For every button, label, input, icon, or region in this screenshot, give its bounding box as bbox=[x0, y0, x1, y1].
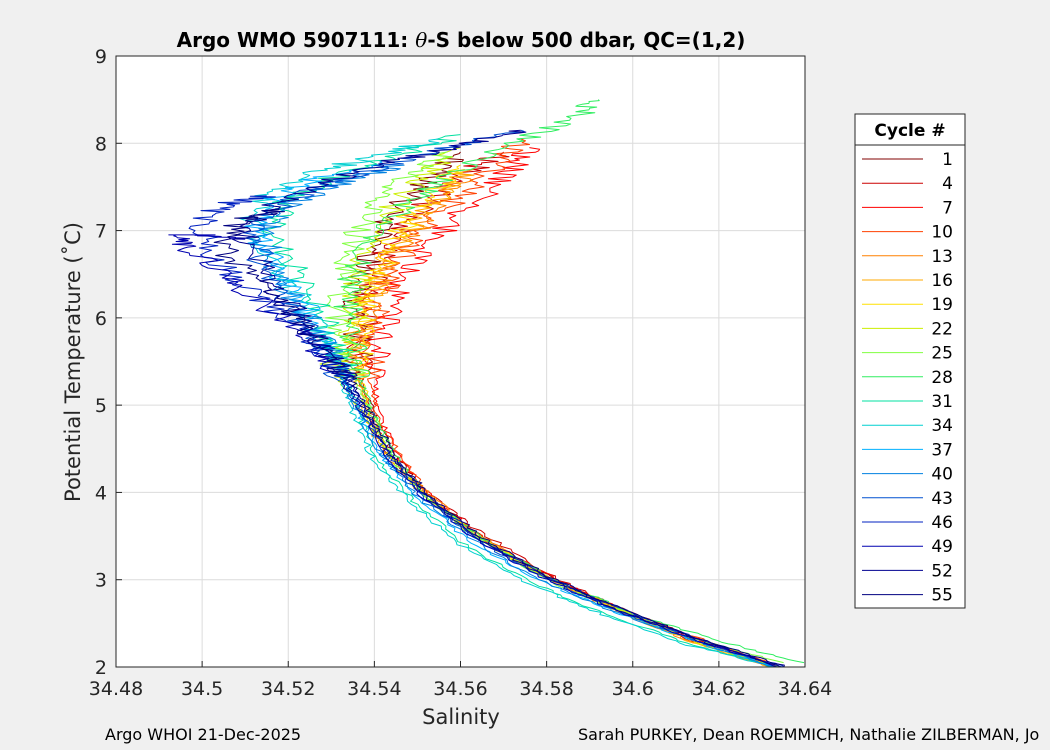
legend-label: 25 bbox=[931, 344, 953, 364]
y-tick-label: 8 bbox=[95, 133, 107, 155]
x-tick-label: 34.52 bbox=[261, 678, 315, 700]
legend-label: 1 bbox=[942, 150, 953, 170]
x-tick-label: 34.54 bbox=[347, 678, 401, 700]
legend-label: 19 bbox=[931, 295, 953, 315]
legend-label: 7 bbox=[942, 198, 953, 218]
y-tick-label: 6 bbox=[95, 308, 107, 330]
legend-box bbox=[854, 113, 966, 609]
x-axis-label: Salinity bbox=[422, 705, 500, 729]
title-prefix: Argo WMO 5907111: bbox=[177, 28, 416, 52]
legend-label: 4 bbox=[942, 174, 953, 194]
legend-label: 37 bbox=[931, 440, 953, 460]
y-tick-label: 5 bbox=[95, 395, 107, 417]
x-tick-label: 34.62 bbox=[692, 678, 746, 700]
legend-label: 31 bbox=[931, 392, 953, 412]
legend-label: 49 bbox=[931, 537, 953, 557]
legend-items: 1 4 7 10 13 16 19 22 25 28 31 34 37 40 43 46 49 52 55 bbox=[862, 150, 953, 606]
series-line-cycle-55 bbox=[213, 208, 785, 668]
title-theta: θ bbox=[415, 28, 427, 52]
footer-left: Argo WHOI 21-Dec-2025 bbox=[105, 725, 302, 744]
y-axis-label: Potential Temperature (˚C) bbox=[61, 222, 85, 502]
legend-title: Cycle # bbox=[874, 121, 945, 141]
y-tick-label: 2 bbox=[95, 657, 107, 679]
legend-label: 52 bbox=[931, 561, 953, 581]
y-tick-label: 7 bbox=[95, 221, 107, 243]
legend-label: 46 bbox=[931, 513, 953, 533]
legend-label: 16 bbox=[931, 271, 953, 291]
legend-label: 55 bbox=[931, 586, 953, 606]
legend-label: 10 bbox=[931, 223, 953, 243]
y-tick-label: 9 bbox=[95, 46, 107, 68]
y-tick-label: 4 bbox=[95, 482, 107, 504]
footer-right: Sarah PURKEY, Dean ROEMMICH, Nathalie ZI… bbox=[578, 725, 1040, 744]
data-lines bbox=[168, 99, 805, 668]
series-line-cycle-34 bbox=[238, 138, 772, 668]
title-suffix: -S below 500 dbar, QC=(1,2) bbox=[427, 28, 745, 52]
x-tick-label: 34.6 bbox=[612, 678, 654, 700]
chart-title: Argo WMO 5907111: θ-S below 500 dbar, QC… bbox=[177, 28, 746, 52]
x-tick-label: 34.5 bbox=[181, 678, 223, 700]
legend-label: 40 bbox=[931, 465, 953, 485]
series-line-cycle-49 bbox=[168, 234, 777, 668]
legend-label: 22 bbox=[931, 319, 953, 339]
legend-label: 13 bbox=[931, 247, 953, 267]
x-tick-label: 34.48 bbox=[89, 678, 143, 700]
y-tick-label: 3 bbox=[95, 570, 107, 592]
x-tick-label: 34.64 bbox=[778, 678, 832, 700]
legend: Cycle # 1 4 7 10 13 16 19 22 25 28 31 34 37 40 43 46 49 5… bbox=[854, 113, 966, 609]
series-line-cycle-40 bbox=[252, 164, 778, 668]
x-tick-label: 34.56 bbox=[433, 678, 487, 700]
axis-ticks: 34.48 34.5 34.52 34.54 34.56 34.58 34.6 34.62 34… bbox=[89, 46, 832, 700]
legend-label: 34 bbox=[931, 416, 953, 436]
legend-label: 43 bbox=[931, 489, 953, 509]
legend-label: 28 bbox=[931, 368, 953, 388]
x-tick-label: 34.58 bbox=[519, 678, 573, 700]
series-line-cycle-52 bbox=[232, 129, 781, 668]
